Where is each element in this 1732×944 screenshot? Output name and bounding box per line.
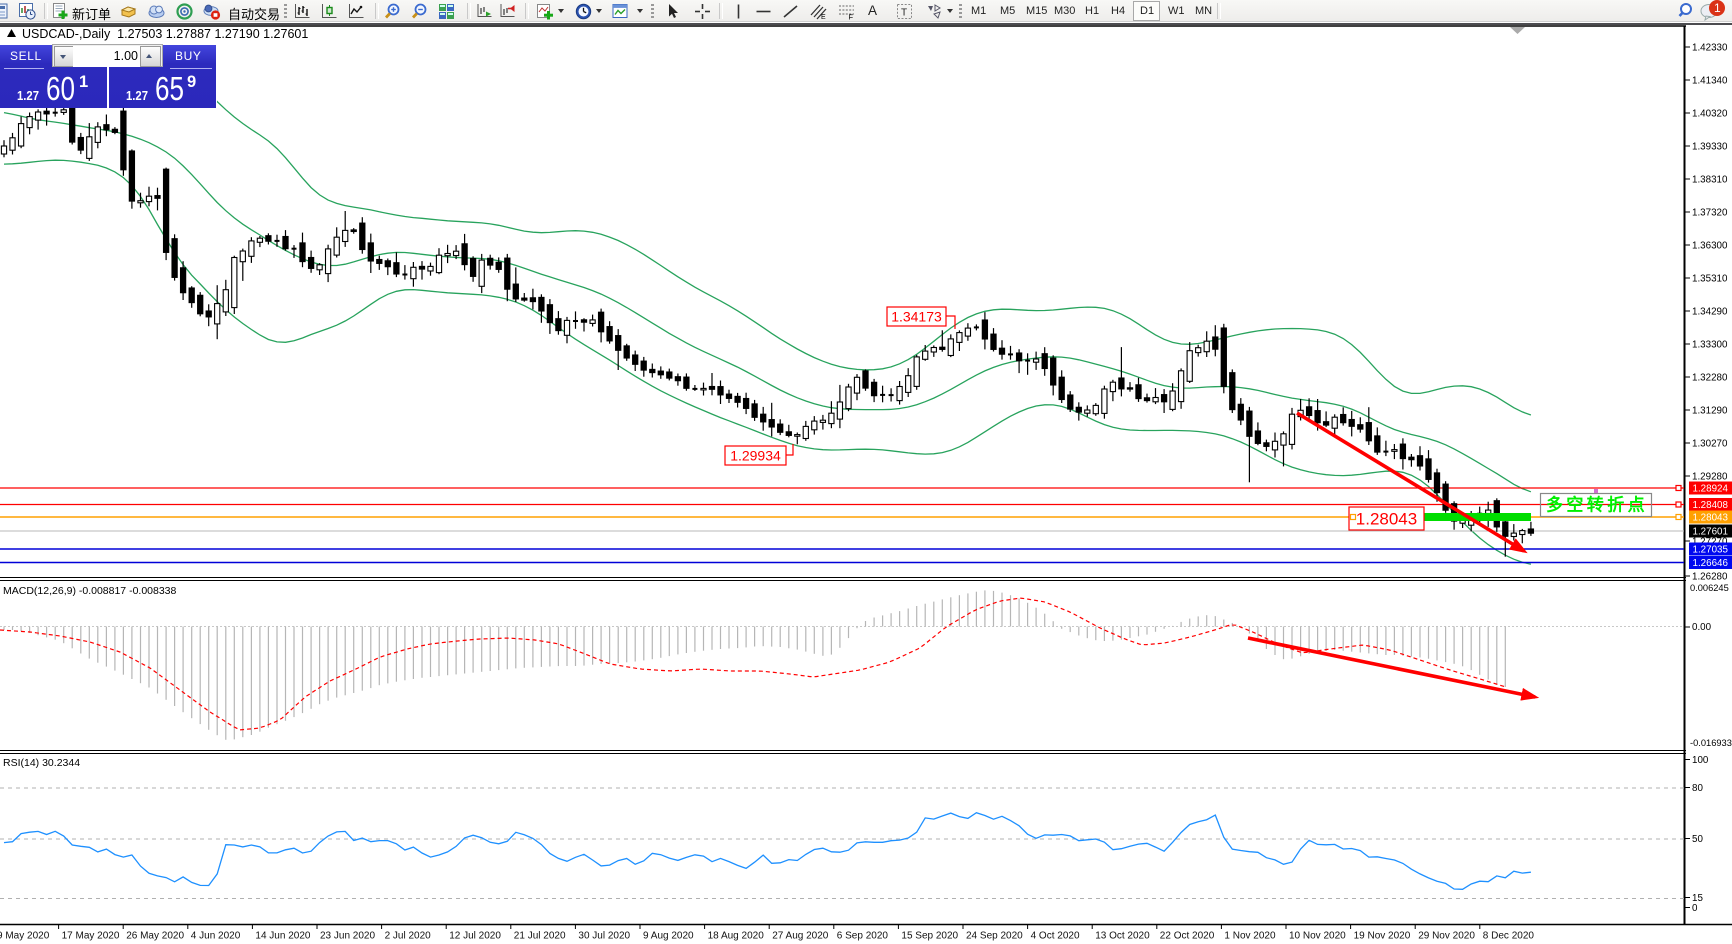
svg-text:9 May 2020: 9 May 2020 [0,931,50,942]
svg-text:1.27035: 1.27035 [1693,545,1729,556]
svg-text:1.28924: 1.28924 [1693,484,1729,495]
svg-text:14 Jun 2020: 14 Jun 2020 [255,931,310,942]
svg-text:1.27601: 1.27601 [1693,527,1728,538]
svg-text:1 Nov 2020: 1 Nov 2020 [1224,931,1276,942]
svg-text:1.37320: 1.37320 [1692,208,1728,219]
svg-text:1.30270: 1.30270 [1692,439,1728,450]
svg-text:9 Aug 2020: 9 Aug 2020 [643,931,694,942]
svg-text:19 Nov 2020: 19 Nov 2020 [1354,931,1411,942]
svg-text:26 May 2020: 26 May 2020 [126,931,184,942]
svg-text:1.39330: 1.39330 [1692,142,1728,153]
svg-text:T: T [901,8,907,19]
svg-text:50: 50 [1692,834,1703,845]
svg-text:6 Sep 2020: 6 Sep 2020 [837,931,889,942]
svg-text:2 Jul 2020: 2 Jul 2020 [385,931,432,942]
svg-text:E: E [821,14,826,21]
svg-text:4 Jun 2020: 4 Jun 2020 [191,931,241,942]
svg-text:8 Dec 2020: 8 Dec 2020 [1483,931,1535,942]
svg-text:-0.016933: -0.016933 [1690,738,1732,748]
svg-text:1.32280: 1.32280 [1692,373,1728,384]
svg-text:1.27270: 1.27270 [1692,537,1728,548]
svg-text:1.31290: 1.31290 [1692,406,1728,417]
svg-text:1.28408: 1.28408 [1693,500,1729,511]
svg-text:22 Oct 2020: 22 Oct 2020 [1160,931,1215,942]
svg-text:27 Aug 2020: 27 Aug 2020 [772,931,829,942]
svg-text:17 May 2020: 17 May 2020 [62,931,120,942]
svg-text:1.29934: 1.29934 [730,448,781,464]
svg-text:24 Sep 2020: 24 Sep 2020 [966,931,1023,942]
svg-text:1.40320: 1.40320 [1692,109,1728,120]
svg-text:多空转折点: 多空转折点 [1546,495,1648,515]
svg-text:15: 15 [1692,893,1703,904]
svg-text:1.26646: 1.26646 [1693,558,1729,569]
svg-text:1.26280: 1.26280 [1692,572,1728,583]
svg-text:0.00: 0.00 [1692,622,1712,633]
svg-text:13 Oct 2020: 13 Oct 2020 [1095,931,1150,942]
svg-text:4 Oct 2020: 4 Oct 2020 [1031,931,1080,942]
svg-text:1.35310: 1.35310 [1692,274,1728,285]
svg-text:29 Nov 2020: 29 Nov 2020 [1418,931,1475,942]
svg-text:0.006245: 0.006245 [1690,583,1729,593]
svg-text:15 Sep 2020: 15 Sep 2020 [901,931,958,942]
svg-text:1.33300: 1.33300 [1692,340,1728,351]
svg-text:1.36300: 1.36300 [1692,241,1728,252]
svg-text:1.34290: 1.34290 [1692,307,1728,318]
svg-text:RSI(14) 30.2344: RSI(14) 30.2344 [3,757,80,769]
svg-text:1.42330: 1.42330 [1692,43,1728,54]
svg-text:1.41340: 1.41340 [1692,76,1728,87]
svg-text:1.29280: 1.29280 [1692,472,1728,483]
svg-text:30 Jul 2020: 30 Jul 2020 [578,931,630,942]
svg-text:23 Jun 2020: 23 Jun 2020 [320,931,375,942]
svg-text:1.28043: 1.28043 [1693,513,1729,524]
svg-text:18 Aug 2020: 18 Aug 2020 [708,931,765,942]
svg-text:21 Jul 2020: 21 Jul 2020 [514,931,566,942]
svg-text:12 Jul 2020: 12 Jul 2020 [449,931,501,942]
svg-text:1.34173: 1.34173 [891,309,942,325]
svg-text:F: F [849,13,854,22]
svg-text:0: 0 [1692,903,1698,914]
svg-text:10 Nov 2020: 10 Nov 2020 [1289,931,1346,942]
svg-text:1.38310: 1.38310 [1692,175,1728,186]
svg-text:MACD(12,26,9) -0.008817 -0.008: MACD(12,26,9) -0.008817 -0.008338 [3,585,177,597]
svg-text:100: 100 [1692,755,1709,766]
svg-text:80: 80 [1692,783,1703,794]
svg-text:1.28043: 1.28043 [1356,510,1417,529]
